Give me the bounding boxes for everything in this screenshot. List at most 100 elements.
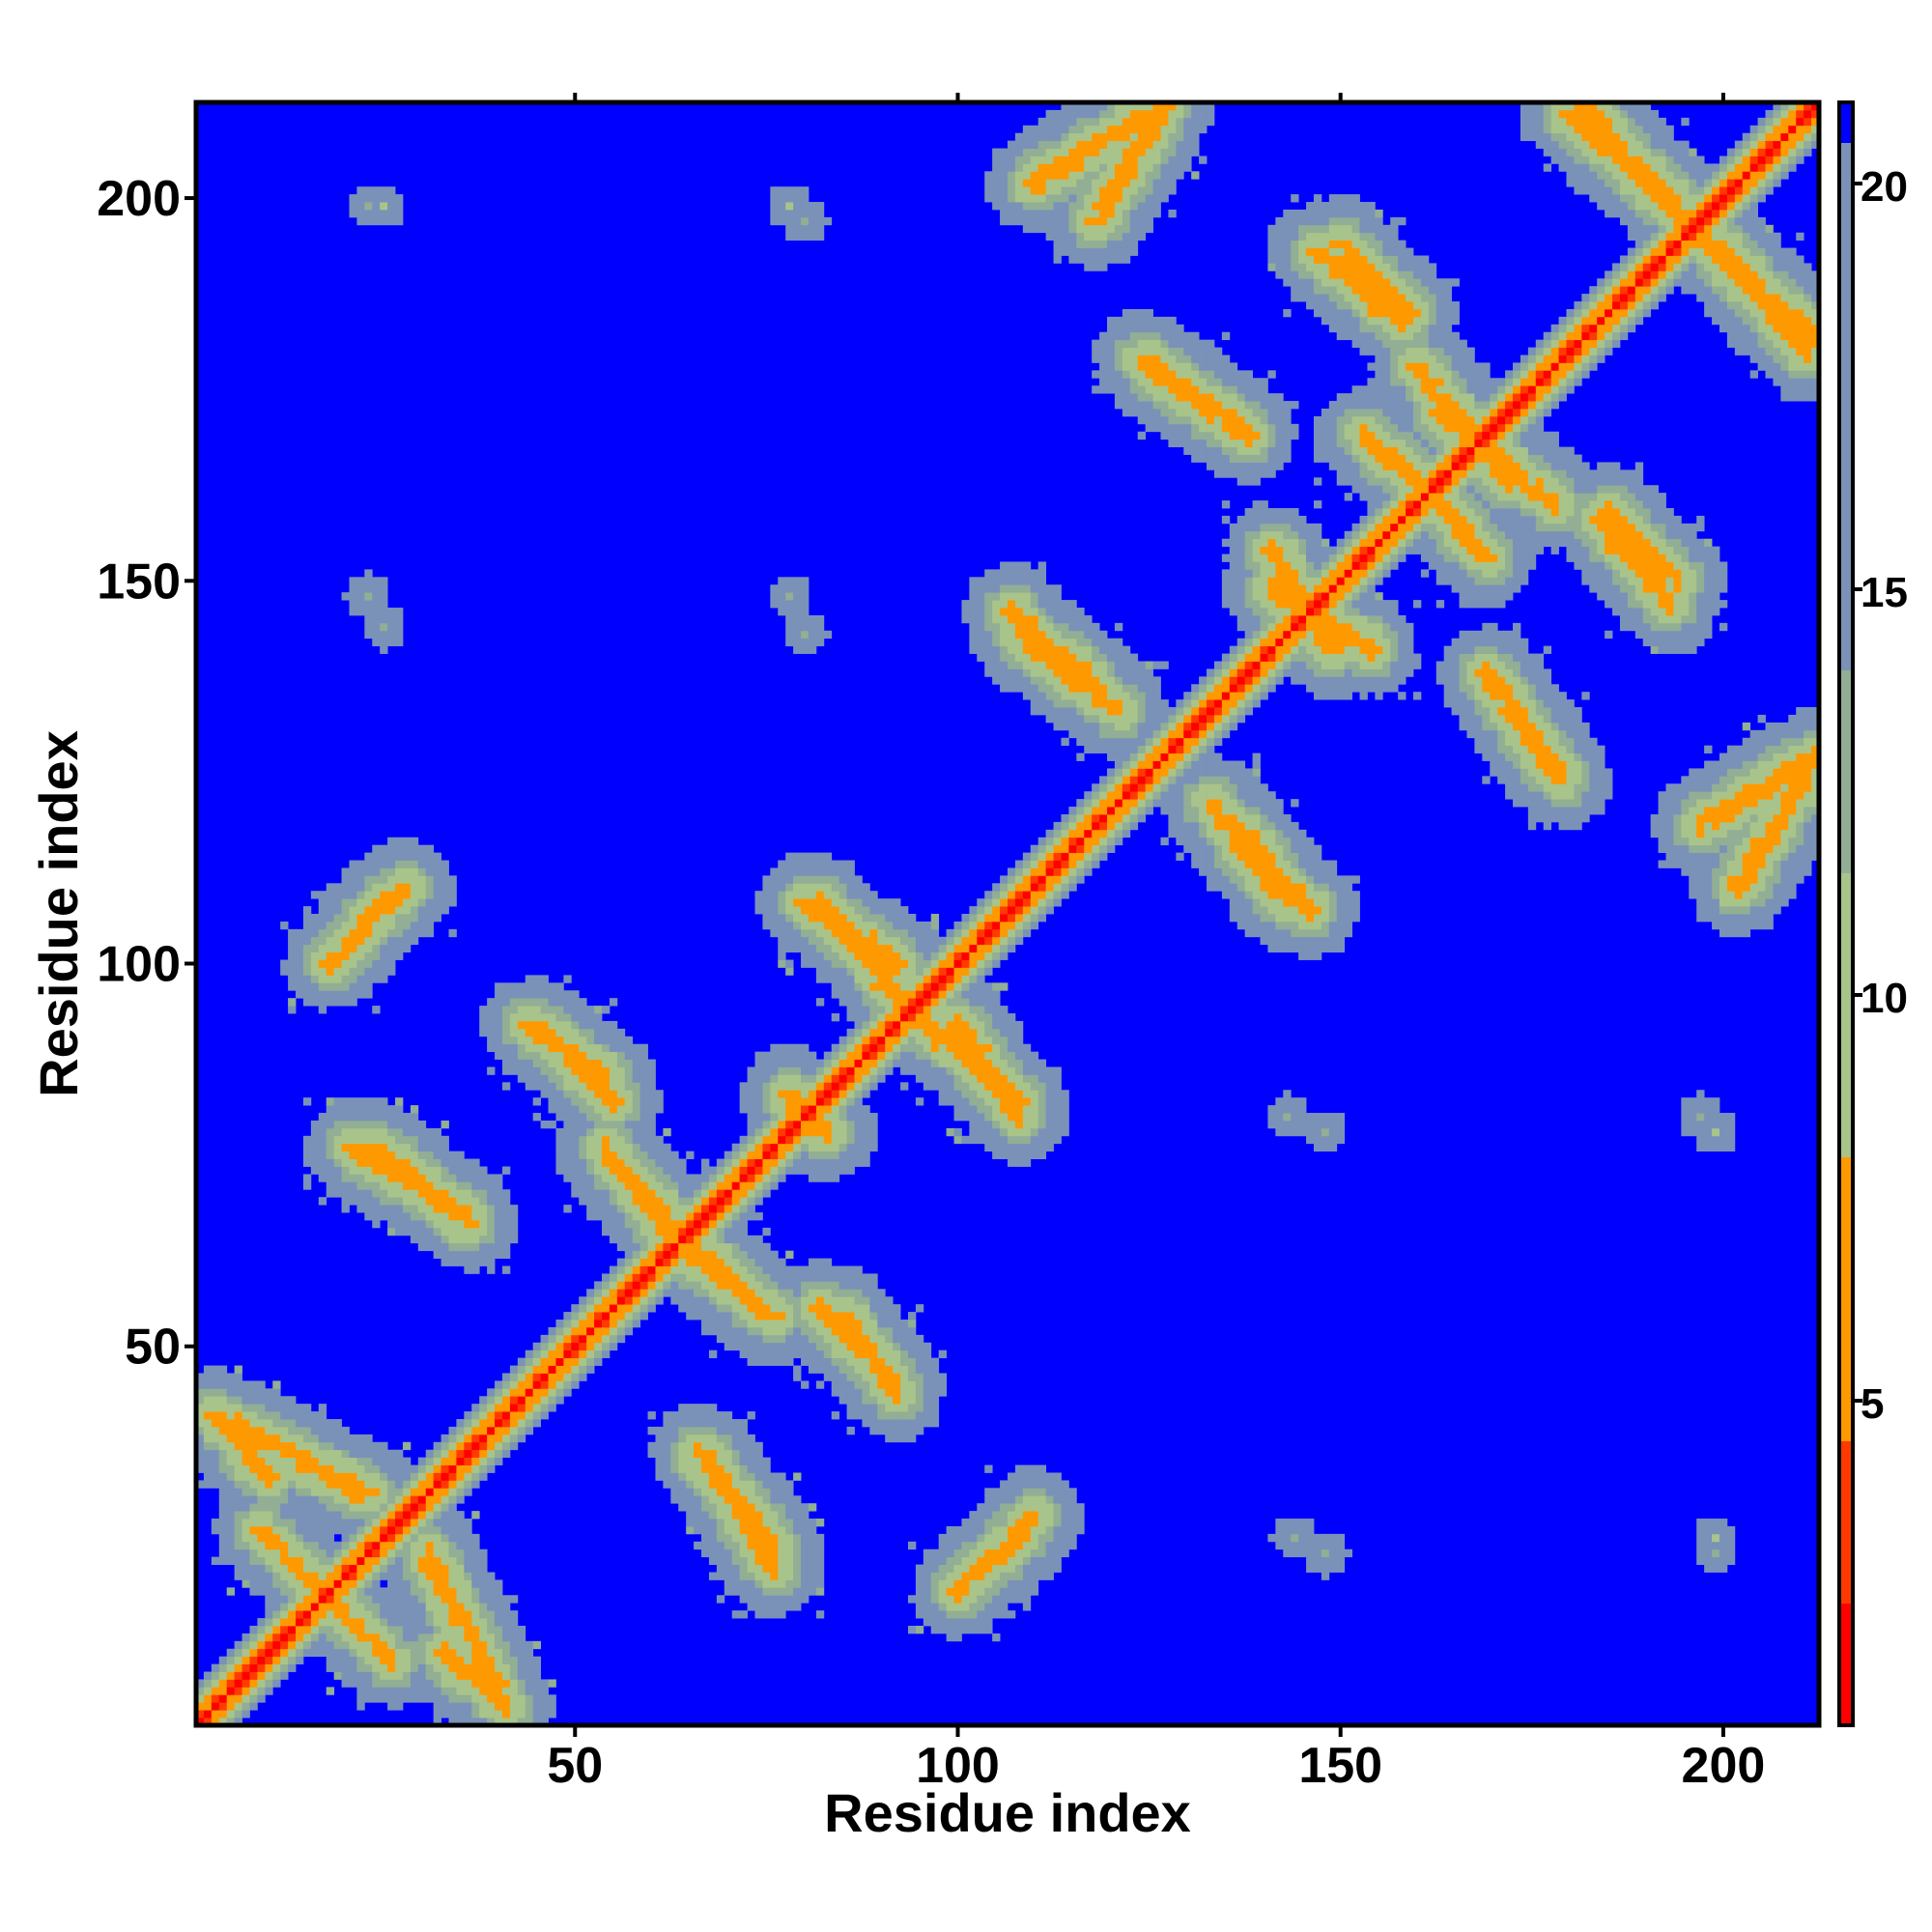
heatmap-cell [356, 1205, 365, 1213]
heatmap-cell [923, 990, 932, 999]
heatmap-cell [495, 1020, 503, 1030]
heatmap-cell [471, 1618, 480, 1627]
heatmap-cell [464, 1640, 472, 1650]
heatmap-cell [670, 1205, 679, 1213]
heatmap-cell [831, 1326, 840, 1336]
heatmap-cell [464, 1250, 472, 1259]
heatmap-cell [218, 1365, 228, 1374]
heatmap-cell [708, 1488, 718, 1496]
heatmap-cell [456, 1511, 465, 1520]
heatmap-cell [793, 1320, 802, 1328]
heatmap-cell [823, 1143, 833, 1152]
heatmap-cell [793, 224, 802, 234]
heatmap-cell [487, 1219, 496, 1229]
heatmap-cell [686, 1219, 695, 1229]
heatmap-cell [425, 906, 435, 915]
heatmap-cell [639, 1265, 648, 1274]
heatmap-cell [747, 1120, 755, 1129]
heatmap-cell [877, 1312, 886, 1321]
heatmap-cell [793, 1495, 802, 1504]
heatmap-cell [785, 614, 794, 624]
heatmap-cell [808, 630, 817, 639]
heatmap-cell [203, 1441, 213, 1451]
heatmap-cell [739, 1472, 748, 1481]
heatmap-cell [310, 1120, 320, 1129]
heatmap-cell [310, 914, 320, 923]
heatmap-cell [410, 1105, 419, 1114]
heatmap-cell [793, 1312, 802, 1321]
heatmap-cell [410, 898, 419, 907]
heatmap-cell [708, 1227, 718, 1236]
heatmap-cell [495, 1679, 503, 1688]
heatmap-cell [639, 1113, 648, 1122]
heatmap-cell [417, 906, 427, 915]
heatmap-cell [341, 592, 350, 601]
heatmap-cell [716, 1326, 725, 1336]
heatmap-cell [448, 1595, 457, 1604]
heatmap-cell [349, 998, 357, 1007]
heatmap-cell [196, 1426, 205, 1435]
heatmap-cell [471, 1205, 480, 1213]
heatmap-cell [433, 891, 441, 899]
heatmap-cell [838, 1051, 847, 1060]
heatmap-cell [731, 1419, 741, 1428]
heatmap-cell [310, 975, 320, 983]
heatmap-cell [501, 1679, 511, 1688]
heatmap-cell [540, 982, 549, 991]
heatmap-cell [495, 1028, 503, 1037]
heatmap-cell [532, 1694, 541, 1703]
heatmap-cell [739, 1480, 748, 1489]
heatmap-cell [288, 1411, 297, 1420]
heatmap-cell [555, 1320, 564, 1328]
heatmap-cell [701, 1189, 710, 1198]
heatmap-cell [686, 1441, 695, 1451]
heatmap-cell [395, 1151, 404, 1159]
heatmap-cell [785, 209, 794, 218]
heatmap-cell [670, 1265, 679, 1274]
heatmap-cell [793, 921, 802, 930]
heatmap-cell [402, 921, 412, 930]
heatmap-cell [632, 1113, 641, 1122]
heatmap-cell [364, 1564, 373, 1573]
heatmap-cell [877, 1388, 886, 1397]
heatmap-cell [372, 928, 381, 938]
heatmap-cell [639, 1043, 648, 1053]
heatmap-cell [747, 1603, 755, 1611]
heatmap-cell [410, 1212, 419, 1221]
heatmap-cell [647, 1250, 656, 1259]
heatmap-cell [747, 1495, 755, 1504]
heatmap-cell [808, 1265, 817, 1274]
heatmap-cell [456, 1197, 465, 1206]
heatmap-cell [915, 921, 924, 930]
heatmap-cell [471, 1687, 480, 1695]
heatmap-cell [770, 1250, 779, 1259]
heatmap-cell [815, 1273, 825, 1282]
heatmap-cell [464, 1411, 472, 1420]
heatmap-cell [678, 1495, 687, 1504]
heatmap-cell [326, 1135, 335, 1145]
heatmap-cell [448, 1648, 457, 1658]
heatmap-cell [272, 1625, 281, 1634]
heatmap-cell [579, 1320, 587, 1328]
heatmap-cell [930, 952, 940, 960]
heatmap-cell [272, 1564, 281, 1573]
heatmap-cell [762, 1258, 771, 1266]
heatmap-cell [448, 1464, 457, 1473]
heatmap-cell [678, 1281, 687, 1290]
heatmap-cell [708, 1304, 718, 1313]
heatmap-cell [953, 936, 962, 946]
heatmap-cell [586, 1312, 595, 1321]
heatmap-cell [341, 1174, 350, 1182]
heatmap-cell [310, 1166, 320, 1175]
heatmap-cell [846, 975, 855, 983]
heatmap-cell [938, 1006, 947, 1014]
heatmap-cell [609, 1197, 618, 1206]
heatmap-cell [938, 975, 947, 983]
heatmap-cell [387, 928, 396, 938]
heatmap-cell [823, 1127, 833, 1137]
heatmap-cell [846, 1043, 855, 1053]
heatmap-cell [532, 982, 541, 991]
heatmap-cell [479, 1449, 488, 1459]
heatmap-cell [624, 1289, 634, 1297]
heatmap-cell [655, 1151, 664, 1159]
